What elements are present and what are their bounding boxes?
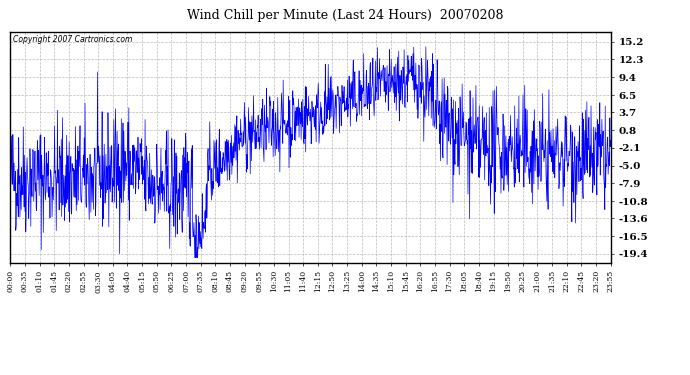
Text: Wind Chill per Minute (Last 24 Hours)  20070208: Wind Chill per Minute (Last 24 Hours) 20… — [187, 9, 503, 22]
Text: Copyright 2007 Cartronics.com: Copyright 2007 Cartronics.com — [13, 35, 132, 44]
